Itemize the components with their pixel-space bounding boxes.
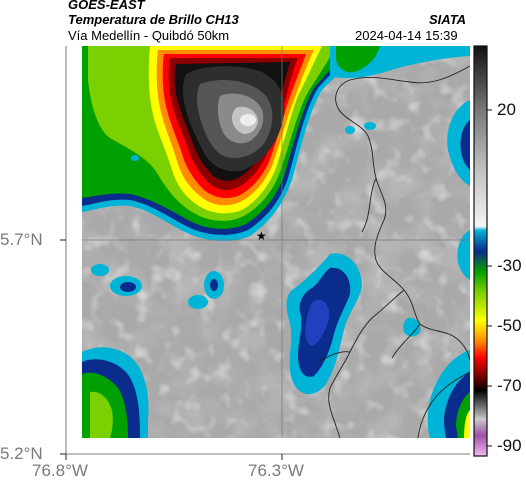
timestamp: 2024-04-14 15:39 (355, 28, 458, 43)
colorbar-label-20: 20 (497, 100, 516, 119)
colorbar-label-minus90: -90 (497, 436, 522, 455)
agency-label: SIATA (429, 12, 467, 27)
colorbar-label-minus30: -30 (497, 256, 522, 275)
colorbar (473, 45, 488, 457)
lat-tick-5.7: 5.7°N (0, 230, 43, 249)
satellite-name: GOES-EAST (68, 0, 145, 12)
colorbar-label-minus70: -70 (497, 376, 522, 395)
route-subtitle: Vía Medellín - Quibdó 50km (68, 28, 230, 43)
location-marker: ★ (256, 229, 267, 243)
colorbar-label-minus50: -50 (497, 316, 522, 335)
lat-tick-5.2: 5.2°N (0, 444, 43, 463)
lon-tick-76.3: 76.3°W (248, 461, 304, 480)
lon-tick-76.8: 76.8°W (32, 461, 88, 480)
product-title: Temperatura de Brillo CH13 (68, 12, 239, 27)
